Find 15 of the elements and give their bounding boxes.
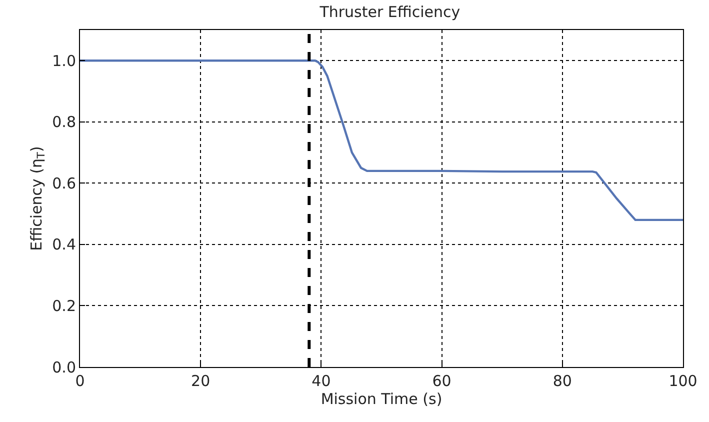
x-axis-title: Mission Time (s)	[320, 390, 442, 408]
x-tick-label: 0	[75, 372, 85, 390]
x-tick-label: 40	[312, 372, 331, 390]
y-tick-label: 0.6	[52, 174, 76, 192]
y-tick-label: 0.2	[52, 296, 76, 315]
x-tick-label: 80	[552, 372, 572, 390]
y-tick-label: 0.8	[52, 113, 76, 132]
x-tick-label: 100	[668, 372, 698, 390]
y-tick-label: 0.0	[52, 358, 76, 376]
chart-title: Thruster Efficiency	[318, 2, 460, 21]
x-tick-label: 20	[191, 372, 210, 390]
x-tick-label: 60	[432, 372, 452, 390]
y-tick-label: 0.4	[52, 236, 76, 254]
y-tick-label: 1.0	[52, 52, 76, 70]
line-series	[80, 60, 683, 222]
